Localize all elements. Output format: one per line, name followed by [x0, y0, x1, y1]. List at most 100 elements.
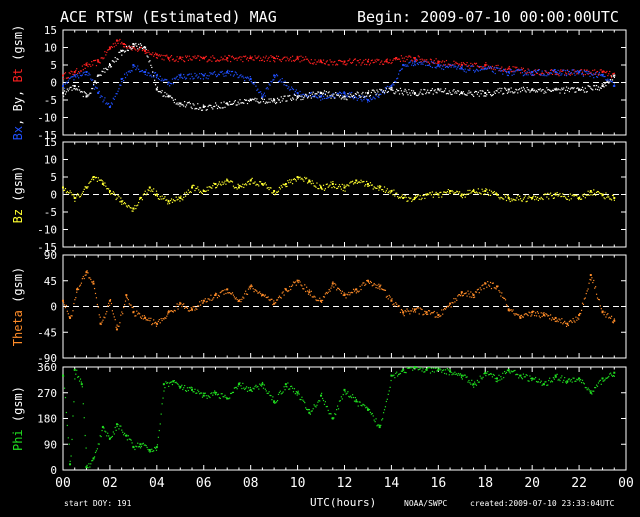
trace-dot-theta	[215, 292, 217, 294]
trace-dot-theta	[494, 287, 496, 289]
trace-dot-bt	[357, 60, 359, 62]
trace-dot-theta	[566, 324, 569, 326]
trace-dot-bx	[298, 95, 300, 97]
trace-dot-theta	[417, 307, 419, 309]
trace-dot-theta	[504, 297, 506, 300]
trace-dot-bt	[324, 63, 326, 65]
trace-dot-theta	[322, 296, 325, 298]
trace-dot-by	[266, 86, 268, 89]
trace-dot-theta	[372, 284, 374, 286]
trace-dot-bz	[525, 201, 527, 203]
data-point-phi	[449, 370, 452, 373]
trace-dot-theta	[482, 284, 484, 286]
trace-dot-bt	[336, 64, 339, 66]
trace-dot-by	[284, 80, 286, 82]
trace-dot-phi	[350, 395, 352, 397]
trace-dot-bx	[380, 89, 382, 91]
trace-dot-bz	[270, 187, 272, 189]
trace-dot-bt	[224, 55, 226, 57]
trace-dot-bt	[370, 59, 372, 62]
trace-dot-phi	[434, 367, 436, 369]
trace-dot-bz	[350, 181, 352, 183]
trace-dot-bz	[378, 189, 380, 191]
trace-dot-bz	[474, 192, 477, 194]
trace-dot-by	[513, 73, 515, 75]
trace-dot-by	[118, 88, 120, 90]
trace-dot-phi	[560, 377, 562, 379]
data-point-bz	[179, 197, 182, 199]
trace-dot-bz	[167, 203, 169, 205]
trace-dot-phi	[421, 370, 423, 372]
trace-dot-phi	[360, 404, 362, 407]
trace-dot-phi	[105, 431, 107, 433]
trace-dot-phi	[315, 406, 317, 408]
trace-dot-theta	[422, 314, 424, 316]
trace-dot-bz	[131, 210, 133, 212]
trace-dot-by	[224, 72, 226, 74]
trace-dot-bz	[498, 196, 500, 199]
data-point-theta	[214, 294, 217, 297]
trace-dot-phi	[285, 385, 287, 388]
x-tick-label: 00	[55, 476, 71, 491]
trace-dot-theta	[270, 298, 272, 300]
trace-dot-theta	[556, 319, 558, 321]
trace-dot-bt	[385, 59, 387, 61]
trace-dot-by	[169, 85, 171, 87]
trace-dot-bt	[519, 72, 522, 74]
trace-dot-by	[518, 69, 520, 71]
trace-dot-phi	[158, 429, 160, 432]
trace-dot-bz	[558, 194, 560, 196]
trace-dot-theta	[335, 284, 337, 286]
trace-dot-bt	[251, 56, 253, 58]
trace-dot-bz	[514, 199, 516, 201]
trace-dot-phi	[416, 367, 418, 369]
trace-dot-bx	[126, 49, 129, 51]
trace-dot-bt	[260, 59, 263, 62]
trace-dot-bx	[67, 90, 69, 92]
trace-dot-theta	[289, 285, 291, 288]
trace-dot-bt	[478, 66, 480, 69]
trace-dot-bz	[147, 189, 149, 191]
trace-dot-bz	[575, 194, 577, 196]
trace-dot-by	[295, 89, 297, 91]
trace-dot-by	[162, 80, 164, 82]
trace-dot-bt	[152, 52, 154, 54]
trace-dot-bz	[581, 194, 584, 196]
trace-dot-by	[349, 92, 351, 94]
trace-dot-bz	[526, 200, 528, 202]
trace-dot-bx	[219, 107, 221, 109]
trace-dot-phi	[93, 457, 95, 459]
trace-dot-bt	[432, 62, 434, 64]
trace-dot-bz	[254, 181, 256, 183]
trace-dot-bt	[513, 70, 515, 72]
trace-dot-bz	[290, 181, 292, 183]
trace-dot-phi	[458, 372, 460, 375]
trace-dot-theta	[206, 300, 208, 303]
trace-dot-theta	[500, 295, 502, 297]
trace-dot-by	[563, 69, 565, 71]
trace-dot-bx	[413, 93, 416, 95]
trace-dot-bt	[101, 57, 103, 59]
trace-dot-by	[265, 88, 267, 90]
trace-dot-by	[569, 72, 571, 75]
trace-dot-theta	[189, 309, 191, 312]
trace-dot-bx	[148, 61, 150, 63]
series-bz	[62, 176, 616, 212]
trace-dot-phi	[498, 374, 500, 376]
trace-dot-theta	[65, 304, 68, 307]
trace-dot-theta	[122, 313, 124, 315]
trace-dot-by	[535, 71, 538, 73]
trace-dot-theta	[298, 279, 300, 282]
trace-dot-by	[397, 77, 399, 79]
trace-dot-phi	[131, 442, 133, 444]
trace-dot-phi	[467, 381, 469, 383]
trace-dot-bx	[207, 105, 209, 108]
trace-dot-bx	[597, 86, 600, 88]
trace-dot-theta	[433, 310, 435, 313]
trace-dot-phi	[566, 381, 569, 383]
trace-dot-phi	[264, 388, 266, 390]
trace-dot-bz	[598, 192, 600, 194]
trace-dot-bt	[218, 60, 220, 62]
trace-dot-bz	[490, 190, 493, 192]
trace-dot-theta	[567, 324, 570, 327]
